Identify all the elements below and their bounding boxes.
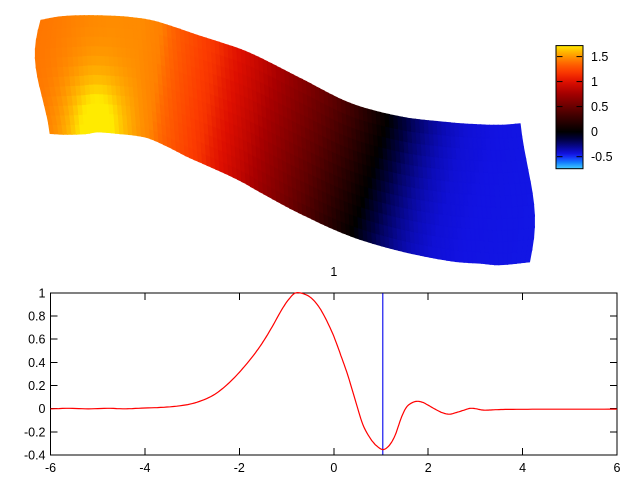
svg-text:0: 0: [39, 402, 46, 416]
svg-text:0: 0: [330, 461, 337, 475]
svg-text:-0.2: -0.2: [24, 425, 46, 439]
svg-text:-4: -4: [139, 461, 150, 475]
svg-text:4: 4: [519, 461, 526, 475]
svg-text:1: 1: [591, 75, 598, 89]
svg-text:0.6: 0.6: [28, 333, 45, 347]
svg-text:1: 1: [39, 286, 46, 300]
svg-text:0: 0: [591, 125, 598, 139]
svg-text:1.5: 1.5: [591, 50, 608, 64]
svg-text:1: 1: [330, 265, 337, 279]
svg-text:0.5: 0.5: [591, 100, 608, 114]
svg-text:-0.5: -0.5: [591, 150, 613, 164]
svg-text:-6: -6: [45, 461, 56, 475]
svg-text:0.2: 0.2: [28, 379, 45, 393]
svg-text:0.4: 0.4: [28, 356, 45, 370]
svg-text:-2: -2: [234, 461, 245, 475]
svg-text:6: 6: [614, 461, 621, 475]
svg-text:0.8: 0.8: [28, 310, 45, 324]
svg-text:2: 2: [425, 461, 432, 475]
svg-text:-0.4: -0.4: [24, 449, 46, 463]
